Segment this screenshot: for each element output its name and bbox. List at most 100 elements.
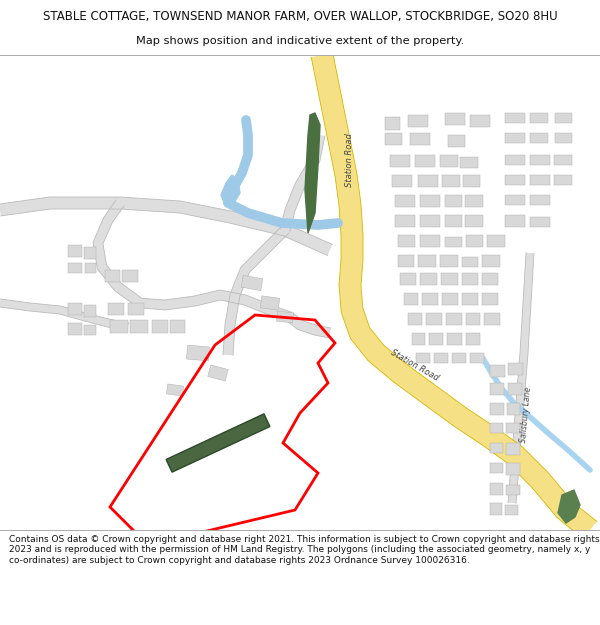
Bar bbox=[152, 320, 168, 333]
Polygon shape bbox=[166, 414, 270, 472]
Bar bbox=[441, 273, 458, 285]
Bar bbox=[445, 113, 465, 125]
Bar bbox=[420, 195, 440, 207]
Bar bbox=[490, 383, 504, 395]
Polygon shape bbox=[311, 53, 597, 539]
Bar bbox=[507, 403, 520, 415]
Bar bbox=[466, 235, 483, 247]
Polygon shape bbox=[187, 345, 209, 361]
Bar bbox=[442, 293, 458, 305]
Bar bbox=[530, 133, 548, 143]
Bar bbox=[484, 313, 500, 325]
Bar bbox=[448, 135, 465, 147]
Bar bbox=[445, 215, 462, 227]
Polygon shape bbox=[558, 490, 580, 523]
Bar bbox=[445, 195, 462, 207]
Bar bbox=[462, 273, 478, 285]
Polygon shape bbox=[223, 226, 289, 356]
Bar bbox=[440, 155, 458, 167]
Text: STABLE COTTAGE, TOWNSEND MANOR FARM, OVER WALLOP, STOCKBRIDGE, SO20 8HU: STABLE COTTAGE, TOWNSEND MANOR FARM, OVE… bbox=[43, 10, 557, 23]
Bar bbox=[466, 313, 480, 325]
Bar bbox=[482, 293, 498, 305]
Bar bbox=[505, 505, 518, 515]
Bar bbox=[398, 255, 414, 267]
Polygon shape bbox=[0, 299, 129, 331]
Bar bbox=[426, 313, 442, 325]
Bar bbox=[462, 257, 478, 267]
Bar bbox=[555, 113, 572, 123]
Bar bbox=[470, 353, 484, 363]
Bar bbox=[490, 423, 503, 433]
Bar bbox=[465, 215, 483, 227]
Bar bbox=[392, 175, 412, 187]
Bar bbox=[108, 303, 124, 315]
Bar bbox=[463, 175, 480, 187]
Bar bbox=[422, 293, 438, 305]
Bar bbox=[68, 323, 82, 335]
Bar bbox=[445, 237, 462, 247]
Bar bbox=[442, 175, 460, 187]
Polygon shape bbox=[508, 253, 534, 503]
Bar bbox=[429, 333, 443, 345]
Bar bbox=[506, 443, 520, 455]
Bar bbox=[508, 383, 522, 395]
Bar bbox=[490, 483, 503, 495]
Polygon shape bbox=[280, 134, 325, 231]
Bar bbox=[490, 365, 505, 377]
Bar bbox=[418, 255, 436, 267]
Bar bbox=[447, 333, 462, 345]
Bar bbox=[410, 133, 430, 145]
Bar bbox=[487, 235, 505, 247]
Bar bbox=[506, 423, 520, 433]
Polygon shape bbox=[241, 276, 263, 291]
Bar bbox=[385, 133, 402, 145]
Bar bbox=[530, 155, 550, 165]
Bar bbox=[385, 117, 400, 130]
Bar bbox=[555, 133, 572, 143]
Bar bbox=[506, 463, 520, 475]
Bar bbox=[408, 115, 428, 127]
Bar bbox=[530, 113, 548, 123]
Polygon shape bbox=[0, 197, 332, 256]
Polygon shape bbox=[166, 384, 184, 396]
Bar bbox=[505, 195, 525, 205]
Bar bbox=[420, 215, 440, 227]
Bar bbox=[434, 353, 448, 363]
Bar bbox=[554, 175, 572, 185]
Polygon shape bbox=[221, 175, 240, 205]
Bar bbox=[395, 215, 415, 227]
Bar bbox=[412, 333, 425, 345]
Polygon shape bbox=[93, 200, 292, 322]
Bar bbox=[465, 195, 483, 207]
Bar bbox=[440, 255, 458, 267]
Bar bbox=[554, 155, 572, 165]
Bar bbox=[128, 303, 144, 315]
Polygon shape bbox=[208, 365, 228, 381]
Bar bbox=[170, 320, 185, 333]
Bar bbox=[130, 320, 148, 333]
Bar bbox=[415, 155, 435, 167]
Bar bbox=[110, 320, 128, 333]
Bar bbox=[470, 115, 490, 127]
Bar bbox=[505, 175, 525, 185]
Bar bbox=[482, 273, 498, 285]
Bar bbox=[84, 325, 96, 335]
Bar bbox=[505, 133, 525, 143]
Bar bbox=[390, 155, 410, 167]
Bar bbox=[420, 273, 437, 285]
Bar bbox=[84, 247, 96, 259]
Text: Station Road: Station Road bbox=[344, 133, 353, 187]
Bar bbox=[105, 270, 120, 282]
Text: Contains OS data © Crown copyright and database right 2021. This information is : Contains OS data © Crown copyright and d… bbox=[9, 535, 599, 564]
Bar bbox=[395, 195, 415, 207]
Bar bbox=[505, 155, 525, 165]
Bar bbox=[505, 215, 525, 227]
Bar bbox=[490, 503, 502, 515]
Bar bbox=[122, 270, 138, 282]
Bar bbox=[404, 293, 418, 305]
Bar bbox=[416, 353, 430, 363]
Polygon shape bbox=[287, 313, 331, 338]
Bar bbox=[530, 175, 550, 185]
Bar bbox=[408, 313, 422, 325]
Bar bbox=[398, 235, 415, 247]
